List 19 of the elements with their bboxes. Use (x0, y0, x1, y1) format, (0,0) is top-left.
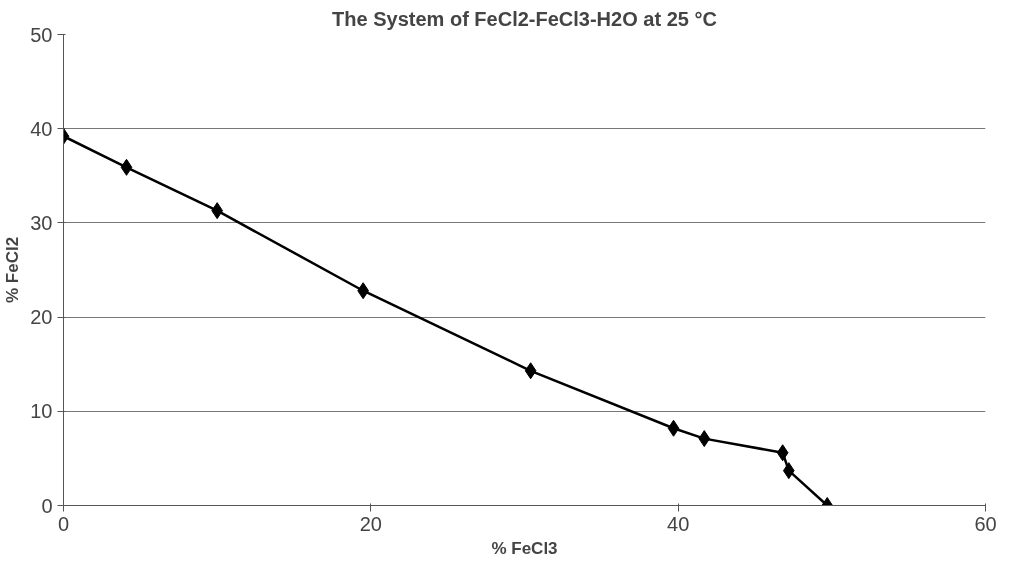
chart-title: The System of FeCl2-FeCl3-H2O at 25 °C (332, 7, 717, 30)
point (524, 362, 537, 380)
x-tick-label: 60 (974, 512, 997, 535)
point (776, 444, 789, 462)
y-tick-label: 40 (30, 117, 53, 140)
x-axis-title: % FeCl3 (491, 538, 558, 558)
point (782, 462, 795, 480)
point (698, 430, 711, 448)
x-tick-label: 0 (57, 512, 70, 535)
y-axis-title: % FeCl2 (3, 236, 23, 304)
y-tick-label: 50 (30, 23, 53, 46)
y-tick-label: 10 (30, 400, 53, 423)
point (667, 419, 680, 437)
x-tick-label: 20 (359, 512, 382, 535)
y-tick-label: 20 (30, 306, 53, 329)
x-tick-label: 40 (667, 512, 690, 535)
y-tick-label: 30 (30, 211, 53, 234)
point (120, 158, 133, 176)
y-tick-label: 0 (41, 494, 53, 517)
